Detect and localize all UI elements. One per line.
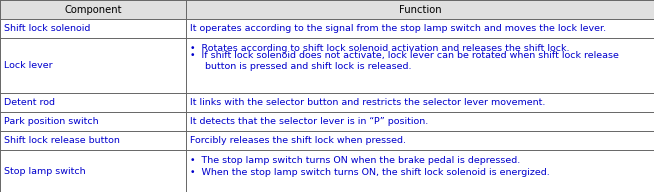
Text: Park position switch: Park position switch xyxy=(4,117,99,126)
Text: Function: Function xyxy=(399,5,441,15)
Text: Component: Component xyxy=(65,5,122,15)
Bar xyxy=(0,19,654,38)
Text: Shift lock release button: Shift lock release button xyxy=(4,136,120,145)
Text: Detent rod: Detent rod xyxy=(4,98,55,107)
Text: •  If shift lock solenoid does not activate, lock lever can be rotated when shif: • If shift lock solenoid does not activa… xyxy=(190,51,619,71)
Bar xyxy=(0,150,654,192)
Text: Forcibly releases the shift lock when pressed.: Forcibly releases the shift lock when pr… xyxy=(190,136,406,145)
Bar xyxy=(0,93,654,112)
Text: It detects that the selector lever is in “P” position.: It detects that the selector lever is in… xyxy=(190,117,428,126)
Text: Stop lamp switch: Stop lamp switch xyxy=(4,167,86,176)
Bar xyxy=(0,112,654,131)
Text: •  When the stop lamp switch turns ON, the shift lock solenoid is energized.: • When the stop lamp switch turns ON, th… xyxy=(190,168,550,177)
Text: It links with the selector button and restricts the selector lever movement.: It links with the selector button and re… xyxy=(190,98,546,107)
Bar xyxy=(0,131,654,150)
Text: Shift lock solenoid: Shift lock solenoid xyxy=(4,24,90,33)
Bar xyxy=(0,0,654,19)
Text: •  The stop lamp switch turns ON when the brake pedal is depressed.: • The stop lamp switch turns ON when the… xyxy=(190,156,521,165)
Text: •  Rotates according to shift lock solenoid activation and releases the shift lo: • Rotates according to shift lock soleno… xyxy=(190,44,570,53)
Bar xyxy=(0,38,654,93)
Text: Lock lever: Lock lever xyxy=(4,61,52,70)
Text: It operates according to the signal from the stop lamp switch and moves the lock: It operates according to the signal from… xyxy=(190,24,606,33)
